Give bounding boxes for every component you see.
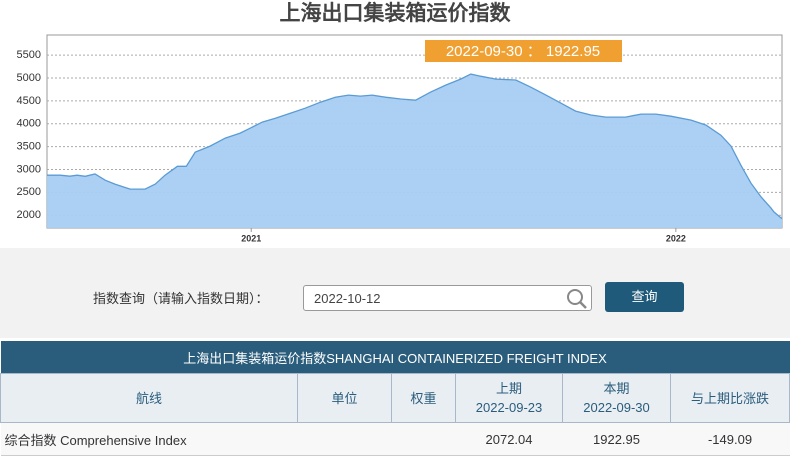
y-tick-label: 5000 bbox=[17, 72, 41, 84]
header-cell: 上期 2022-09-23 bbox=[455, 373, 563, 423]
y-tick-label: 2500 bbox=[17, 186, 41, 198]
y-tick-label: 4000 bbox=[17, 118, 41, 130]
table-title: 上海出口集装箱运价指数SHANGHAI CONTAINERIZED FREIGH… bbox=[0, 341, 790, 374]
y-tick-label: 3500 bbox=[17, 140, 41, 152]
cell bbox=[297, 422, 392, 456]
tooltip-box bbox=[425, 40, 622, 62]
input-value: 2022-10-12 bbox=[314, 291, 381, 306]
header-text: 2022-09-23 bbox=[475, 400, 543, 415]
cell: 1922.95 bbox=[562, 422, 671, 456]
y-tick-label: 2000 bbox=[17, 209, 41, 221]
header-text: 上期 bbox=[495, 381, 522, 396]
header-cell: 与上期比涨跌 bbox=[670, 373, 790, 423]
area bbox=[47, 74, 782, 228]
header-cell: 权重 bbox=[391, 373, 456, 423]
y-tick-label: 3000 bbox=[17, 163, 41, 175]
date-input[interactable]: 2022-10-12 bbox=[303, 285, 592, 311]
x-tick-label: 2022 bbox=[666, 233, 686, 243]
header-cell: 单位 bbox=[297, 373, 392, 423]
search-label: 指数查询（请输入指数日期）： bbox=[93, 291, 269, 306]
route-cell: 综合指数 Comprehensive Index bbox=[0, 422, 298, 456]
header-text: 本期 bbox=[603, 381, 630, 396]
line bbox=[47, 73, 783, 220]
header-cell: 本期 2022-09-30 bbox=[562, 373, 671, 423]
y-tick-label: 5500 bbox=[17, 49, 41, 61]
chart-title: 上海出口集装箱运价指数 bbox=[280, 1, 512, 25]
search-icon bbox=[567, 289, 587, 309]
cell: -149.09 bbox=[670, 422, 790, 456]
header-text: 2022-09-30 bbox=[583, 400, 650, 415]
tooltip-text: 2022-09-30 ： 1922.95 bbox=[446, 43, 600, 60]
header-cell: 航线 bbox=[0, 373, 298, 423]
cell: 2072.04 bbox=[455, 422, 563, 456]
y-tick-label: 4500 bbox=[17, 95, 41, 107]
search-button[interactable]: 查询 bbox=[605, 282, 684, 312]
freight-table: 上海出口集装箱运价指数SHANGHAI CONTAINERIZED FREIGH… bbox=[0, 341, 790, 456]
chart: 上海出口集装箱运价指数 2000 2500 3000 3500 4000 4500 5000… bbox=[17, 1, 783, 243]
cell bbox=[391, 422, 456, 456]
x-tick-label: 2021 bbox=[241, 233, 261, 243]
